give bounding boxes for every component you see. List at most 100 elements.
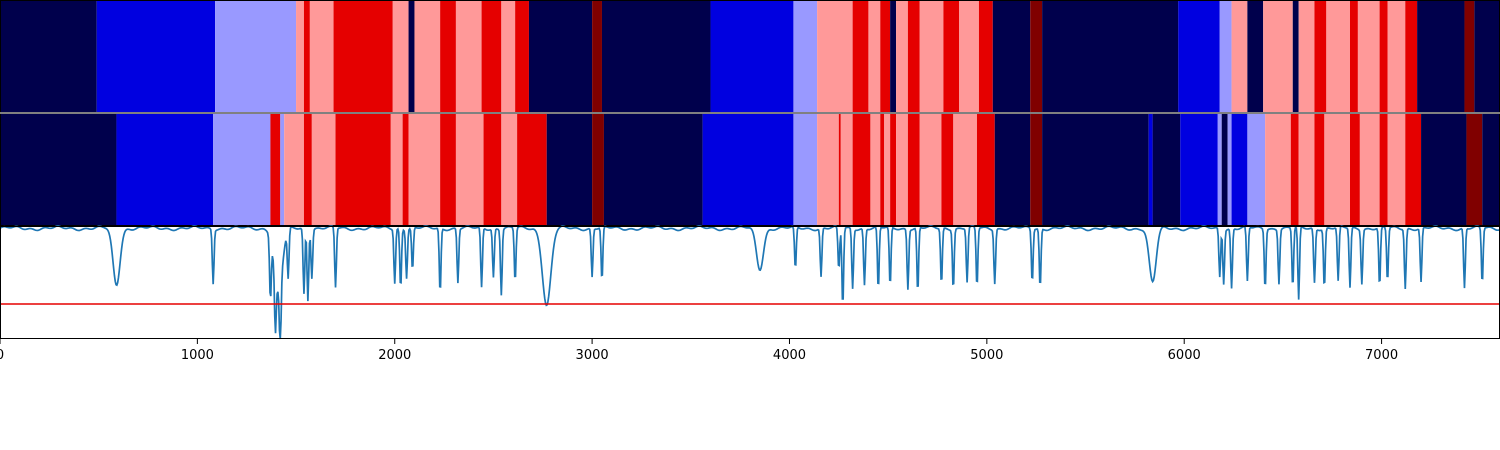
track-1-segment-28 <box>943 0 960 113</box>
track-2-segment-0 <box>0 113 117 226</box>
track-2-segment-57 <box>1421 113 1467 226</box>
track-2-segment-29 <box>890 113 897 226</box>
track-1-segment-10 <box>440 0 456 113</box>
track-2-segment-23 <box>838 113 841 226</box>
track-2-segment-25 <box>852 113 871 226</box>
track-1-segment-9 <box>414 0 441 113</box>
x-tick-label-6: 6000 <box>1168 348 1201 363</box>
track-2-segment-36 <box>994 113 1031 226</box>
track-2-segment-8 <box>335 113 391 226</box>
track-1-segment-3 <box>296 0 304 113</box>
track-1-segment-31 <box>992 0 1031 113</box>
track-2-segment-54 <box>1379 113 1388 226</box>
track-1-segment-42 <box>1326 0 1350 113</box>
track-1-segment-32 <box>1030 0 1043 113</box>
track-2-segment-2 <box>213 113 271 226</box>
line-panel-background <box>0 226 1500 339</box>
track-2-segment-6 <box>303 113 312 226</box>
track-2-segment-37 <box>1030 113 1043 226</box>
track-1-segment-19 <box>793 0 818 113</box>
track-1-segment-25 <box>896 0 908 113</box>
track-1-segment-33 <box>1042 0 1179 113</box>
track-1-segment-30 <box>978 0 993 113</box>
track-2-segment-26 <box>870 113 881 226</box>
track-2-segment-17 <box>546 113 593 226</box>
track-2-segment-55 <box>1387 113 1406 226</box>
track-1-segment-50 <box>1474 0 1500 113</box>
x-axis: 0 1000 2000 3000 4000 5000 6000 7000 <box>0 339 1398 363</box>
track-1-segment-4 <box>303 0 310 113</box>
track-2-segment-40 <box>1152 113 1181 226</box>
track-1-segment-41 <box>1314 0 1327 113</box>
track-2-segment-35 <box>976 113 995 226</box>
track-2-segment-52 <box>1350 113 1360 226</box>
track-2-segment-45 <box>1231 113 1248 226</box>
track-2-segment-46 <box>1247 113 1266 226</box>
track-1-segment-14 <box>515 0 529 113</box>
track-1-segment-11 <box>455 0 482 113</box>
track-2-segment-1 <box>116 113 214 226</box>
x-tick-label-0: 0 <box>0 348 4 363</box>
track-1-segment-36 <box>1231 0 1248 113</box>
track-2-segment-49 <box>1298 113 1315 226</box>
track-2-segment-48 <box>1290 113 1299 226</box>
x-tick-label-1: 1000 <box>181 348 214 363</box>
track-2-segment-24 <box>840 113 853 226</box>
track-1-segment-1 <box>96 0 216 113</box>
track-2-segment-43 <box>1221 113 1228 226</box>
track-2-segment-47 <box>1265 113 1291 226</box>
track-1-segment-22 <box>868 0 881 113</box>
track-1-segment-29 <box>959 0 979 113</box>
track-1-segment-21 <box>852 0 869 113</box>
track-2-segment-9 <box>390 113 403 226</box>
track-2-segment-31 <box>907 113 920 226</box>
track-2-segment-12 <box>440 113 456 226</box>
track-1-segment-23 <box>880 0 891 113</box>
track-2-segment-56 <box>1405 113 1422 226</box>
track-2-segment-3 <box>270 113 281 226</box>
track-2-segment-50 <box>1314 113 1325 226</box>
track-2-segment-42 <box>1217 113 1222 226</box>
track-2-segment-15 <box>501 113 518 226</box>
line-panel <box>0 225 1500 340</box>
track-1-segment-0 <box>0 0 97 113</box>
track-2-segment-13 <box>455 113 484 226</box>
x-tick-label-2: 2000 <box>378 348 411 363</box>
track-2-segment-5 <box>284 113 304 226</box>
track-2-segment-28 <box>884 113 891 226</box>
track-2-segment-4 <box>280 113 285 226</box>
track-2-segment-19 <box>603 113 703 226</box>
track-2-segment-34 <box>953 113 977 226</box>
track-1-segment-20 <box>817 0 853 113</box>
track-2-segment-44 <box>1227 113 1232 226</box>
track-2-segment-59 <box>1482 113 1500 226</box>
track-1-segment-5 <box>309 0 334 113</box>
track-2-segment-21 <box>793 113 818 226</box>
track-1-segment-46 <box>1387 0 1406 113</box>
track-2-segment-18 <box>592 113 604 226</box>
track-2-segment-51 <box>1324 113 1350 226</box>
track-1-segment-16 <box>592 0 602 113</box>
track-1-segment-43 <box>1350 0 1358 113</box>
track-2-segment-10 <box>402 113 409 226</box>
track-1-segment-7 <box>392 0 409 113</box>
track-2-segment-58 <box>1466 113 1483 226</box>
track-1-segment-18 <box>710 0 794 113</box>
track-1-segment-17 <box>601 0 711 113</box>
track-1-segment-24 <box>890 0 897 113</box>
track-1-segment-35 <box>1219 0 1232 113</box>
track-2-segment-22 <box>817 113 839 226</box>
track-1-segment-38 <box>1263 0 1293 113</box>
track-1-segment-13 <box>501 0 516 113</box>
track-2-segment-33 <box>941 113 954 226</box>
track-1-segment-12 <box>481 0 502 113</box>
track-1-segment-34 <box>1178 0 1220 113</box>
track-2-segment-14 <box>483 113 502 226</box>
track-2-segment-41 <box>1180 113 1218 226</box>
track-1-segment-6 <box>333 0 393 113</box>
track-1-segment-2 <box>215 0 297 113</box>
x-tick-label-5: 5000 <box>970 348 1003 363</box>
track-2-segment-11 <box>408 113 441 226</box>
track-1-segment-8 <box>408 0 415 113</box>
